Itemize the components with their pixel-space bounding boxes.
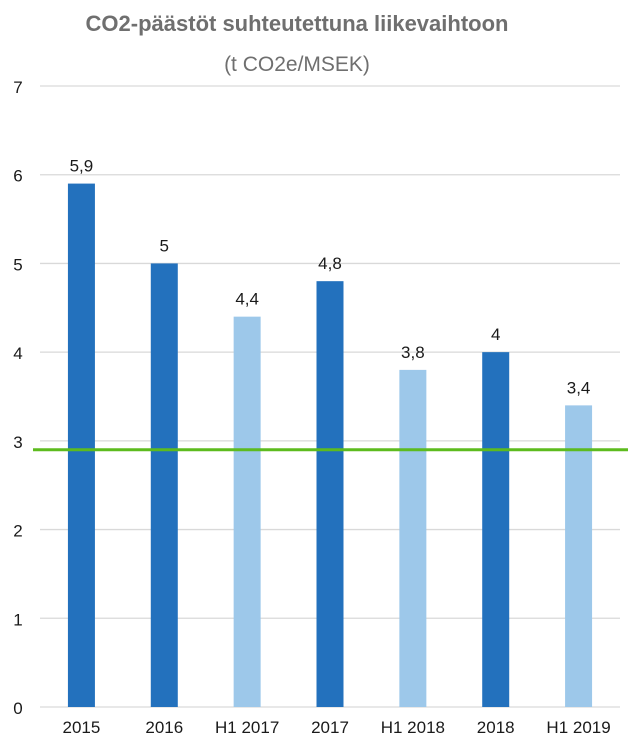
chart-subtitle: (t CO2e/MSEK) — [224, 53, 370, 76]
chart-title: CO2-päästöt suhteutettuna liikevaihtoon — [86, 11, 509, 36]
data-label: 5 — [160, 236, 169, 255]
bar — [233, 316, 261, 707]
x-tick-label: H1 2017 — [215, 718, 279, 737]
y-tick-label: 5 — [13, 255, 22, 274]
data-labels: 5,9 5 4,4 4,8 3,8 4 3,4 — [70, 157, 591, 398]
x-axis-tick-labels: 2015 2016 H1 2017 2017 H1 2018 2018 H1 2019 — [63, 718, 611, 737]
y-tick-label: 6 — [13, 167, 22, 186]
x-tick-label: 2015 — [63, 718, 101, 737]
x-tick-label: H1 2018 — [381, 718, 445, 737]
bar — [482, 352, 510, 707]
bar — [565, 405, 593, 707]
data-label: 3,8 — [401, 343, 425, 362]
data-label: 5,9 — [70, 157, 94, 176]
data-label: 4,4 — [235, 290, 259, 309]
y-tick-label: 3 — [13, 433, 22, 452]
y-tick-label: 1 — [13, 610, 22, 629]
data-label: 4 — [491, 325, 500, 344]
bar — [316, 281, 344, 707]
bar — [399, 369, 427, 707]
x-tick-label: 2018 — [477, 718, 515, 737]
x-tick-label: 2017 — [311, 718, 349, 737]
y-tick-label: 2 — [13, 522, 22, 541]
y-tick-label: 0 — [13, 699, 22, 718]
x-tick-label: H1 2019 — [546, 718, 610, 737]
x-tick-label: 2016 — [145, 718, 183, 737]
data-label: 3,4 — [567, 378, 591, 397]
bar — [67, 183, 95, 708]
bars — [67, 183, 593, 708]
bar — [150, 263, 178, 707]
y-axis-tick-labels: 0 1 2 3 4 5 6 7 — [13, 78, 22, 718]
y-tick-label: 4 — [13, 344, 22, 363]
y-tick-label: 7 — [13, 78, 22, 97]
data-label: 4,8 — [318, 254, 342, 273]
